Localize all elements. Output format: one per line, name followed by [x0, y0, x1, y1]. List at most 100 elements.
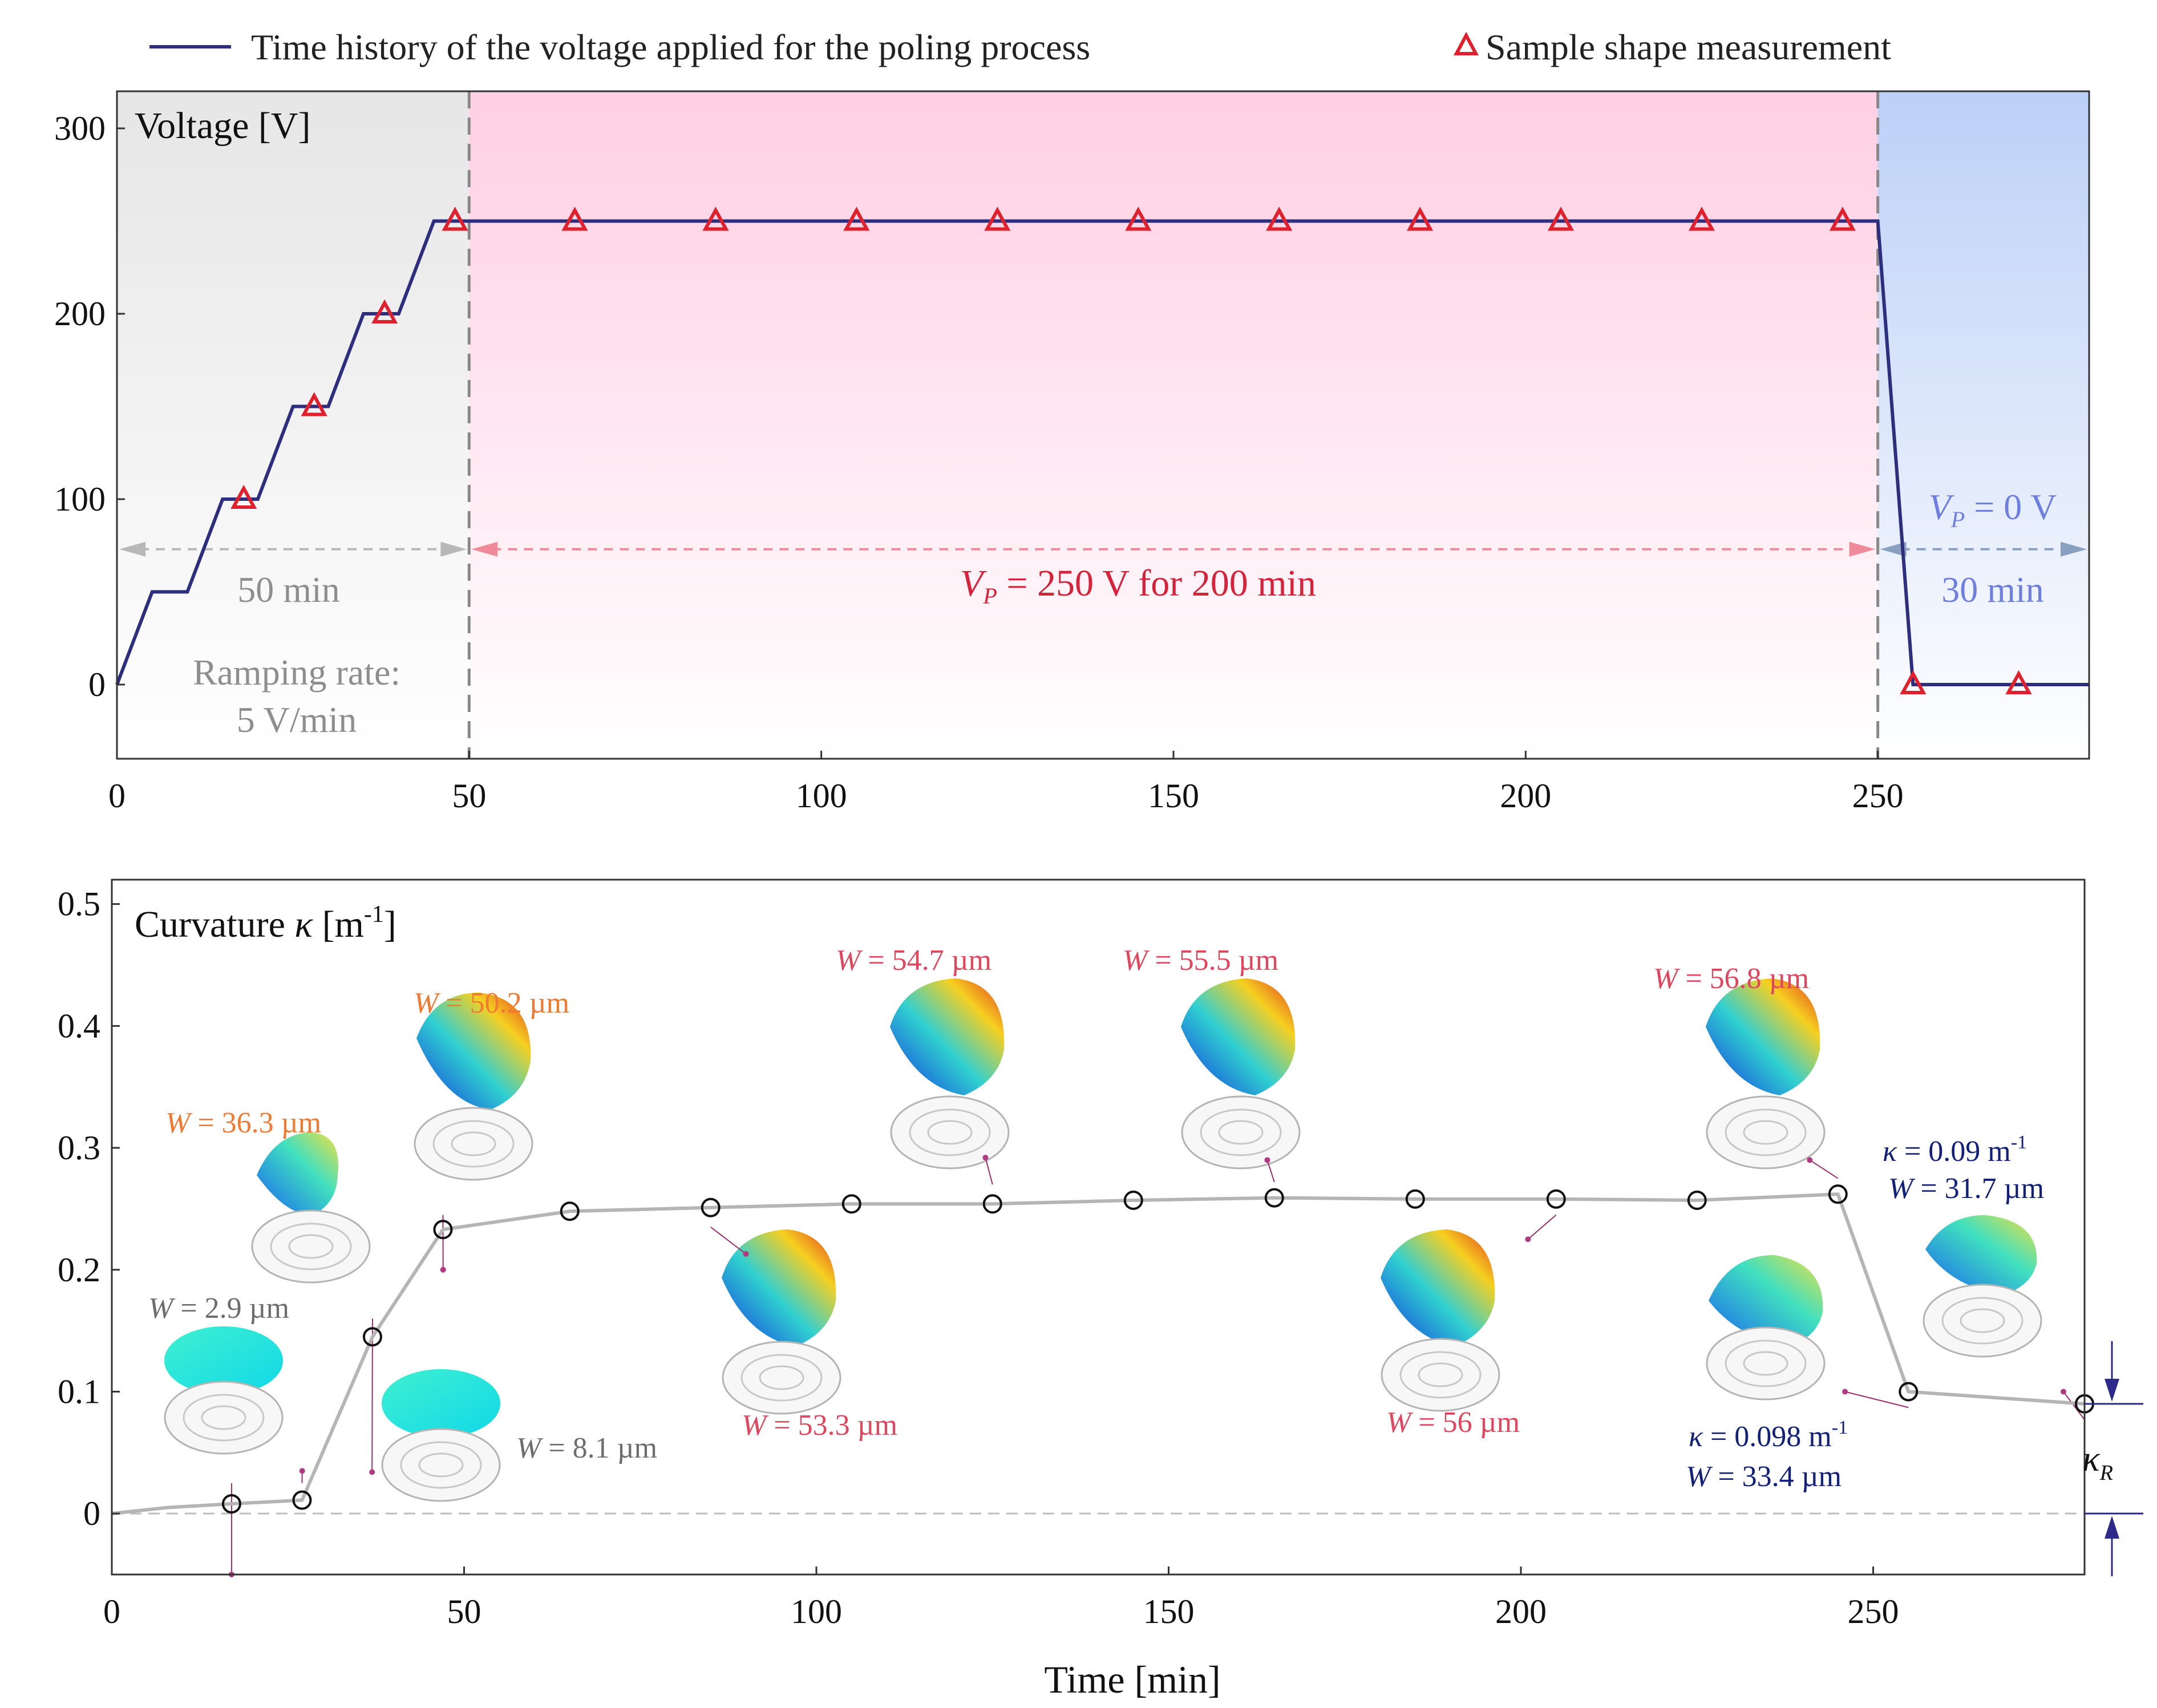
x-tick-label: 100	[791, 1593, 842, 1630]
leader-line-8	[1809, 1159, 1839, 1179]
arrow-ramping	[119, 541, 467, 557]
measurement-marker-0	[230, 484, 257, 509]
annotation-w-50-2: W = 50.2 µm	[414, 987, 569, 1019]
shape-thumbnail-flat-2	[381, 1369, 501, 1502]
shape-thumbnail-flat-1	[164, 1326, 284, 1455]
curvature-line	[111, 1192, 2085, 1516]
curvature-marker-12	[1687, 1190, 1707, 1210]
measurement-marker-1	[301, 392, 327, 416]
y-tick-label: 0.3	[58, 1129, 100, 1167]
residual-up-head	[2105, 1516, 2119, 1539]
poling-voltage-label: VP = 250 V for 200 min	[960, 562, 1316, 609]
curvature-marker-7	[982, 1194, 1002, 1214]
leader-dot-9	[1842, 1389, 1848, 1395]
shape-thumbnail-53um	[722, 1229, 841, 1415]
curvature-marker-14	[1899, 1382, 1919, 1402]
x-tick-label: 50	[447, 1593, 481, 1630]
shape-thumbnail-56um	[1381, 1229, 1500, 1412]
leader-line-4	[710, 1227, 747, 1254]
x-tick-label: 200	[1495, 1593, 1547, 1630]
y-tick-label: 0.4	[58, 1007, 100, 1045]
curvature-axis-ticks: 0 50 100 150 200 250 0 0.1 0.2 0.3 0.4 0.5	[58, 885, 1899, 1630]
shape-thumbnail-31um	[1923, 1215, 2042, 1358]
x-tick-label: 50	[452, 777, 486, 815]
arrow-poling	[471, 541, 1876, 557]
measurement-marker-2	[371, 299, 398, 323]
voltage-panel: Voltage [V] 50 min Ramping rate: 5 V/min…	[54, 90, 2090, 815]
panel-ylabel-curvature: Curvature κ [m-1]	[135, 901, 396, 945]
annotation-w-56: W = 56 µm	[1386, 1406, 1520, 1439]
duration-arrows	[119, 541, 2087, 557]
arrow-relaxation	[1880, 541, 2087, 557]
residual-curvature-indicator	[2085, 1341, 2143, 1577]
annotation-leaders	[228, 1155, 2085, 1577]
annotation-w-53-3: W = 53.3 µm	[742, 1409, 897, 1442]
curvature-series	[111, 1192, 2085, 1516]
y-tick-label: 0	[83, 1495, 100, 1532]
shape-thumbnails	[164, 978, 2042, 1502]
leader-dot-10	[2060, 1389, 2066, 1395]
annotation-kappa-0-098: κ = 0.098 m-1	[1689, 1417, 1848, 1453]
shape-measurement-markers	[230, 207, 2032, 694]
annotation-w-31-7: W = 31.7 µm	[1888, 1172, 2044, 1205]
x-tick-label: 0	[108, 777, 126, 815]
shape-thumbnail-33um	[1706, 1255, 1826, 1401]
leader-dot-3	[440, 1266, 446, 1273]
x-axis-label: Time [min]	[1044, 1658, 1220, 1701]
leader-dot-8	[1807, 1157, 1813, 1163]
measurement-marker-9	[1266, 207, 1293, 231]
leader-dot-1	[299, 1468, 305, 1474]
x-tick-label: 200	[1500, 777, 1551, 815]
leader-line-7	[1527, 1214, 1557, 1240]
leader-dot-7	[1525, 1236, 1531, 1242]
arrow-relaxation-head-right	[2061, 541, 2087, 557]
y-tick-label: 0.1	[58, 1373, 100, 1410]
arrow-ramping-head-right	[440, 541, 467, 557]
x-tick-label: 250	[1852, 777, 1904, 815]
measurement-marker-3	[442, 207, 468, 231]
curvature-marker-8	[1123, 1190, 1143, 1210]
x-tick-label: 150	[1148, 777, 1199, 815]
curvature-panel: Curvature κ [m-1] W = 2.9 µm W = 8.1 µm …	[58, 879, 2143, 1701]
relaxation-region-background	[1877, 91, 2089, 759]
panel-ylabel-voltage: Voltage [V]	[135, 105, 311, 147]
measurement-marker-13	[1829, 207, 1856, 231]
curvature-plot-frame	[111, 879, 2086, 1576]
measurement-marker-12	[1688, 207, 1715, 231]
leader-line-2	[371, 1318, 373, 1472]
relaxation-voltage-label: VP = 0 V	[1929, 487, 2057, 532]
poling-region-background	[469, 91, 1878, 759]
y-tick-label: 0	[88, 666, 106, 703]
leader-dot-4	[743, 1251, 749, 1257]
arrow-ramping-head-left	[119, 541, 145, 557]
x-tick-label: 150	[1143, 1593, 1195, 1630]
curvature-marker-3	[433, 1220, 453, 1240]
measurement-marker-11	[1547, 207, 1575, 231]
legend-line-label: Time history of the voltage applied for …	[251, 27, 1090, 67]
curvature-marker-1	[292, 1490, 312, 1510]
arrow-relaxation-head-left	[1880, 541, 1907, 557]
annotation-w-56-8: W = 56.8 µm	[1653, 962, 1809, 995]
shape-thumbnail-56-8um	[1706, 978, 1826, 1169]
legend-marker-label: Sample shape measurement	[1486, 27, 1891, 67]
curvature-marker-6	[841, 1194, 861, 1214]
region-dividers	[467, 91, 1880, 759]
shape-thumbnail-36um	[251, 1132, 371, 1284]
x-tick-label: 100	[796, 777, 847, 815]
curvature-marker-4	[560, 1201, 580, 1221]
arrow-poling-head-right	[1849, 541, 1876, 557]
legend-marker-swatch	[1454, 31, 1479, 55]
y-tick-label: 0.2	[58, 1251, 100, 1289]
annotation-w-8-1: W = 8.1 µm	[516, 1432, 657, 1464]
measurement-marker-5	[702, 207, 729, 231]
voltage-axis-ticks: 0 50 100 150 200 250 0 100 200 300	[54, 110, 1904, 815]
annotation-w-33-4: W = 33.4 µm	[1686, 1460, 1842, 1493]
measurement-marker-10	[1407, 207, 1434, 231]
measurement-marker-7	[984, 207, 1011, 231]
leader-line-6	[1266, 1160, 1275, 1183]
measurement-marker-15	[2005, 670, 2032, 694]
measurement-marker-14	[1900, 670, 1927, 694]
curvature-marker-10	[1405, 1189, 1425, 1209]
leader-line-10	[2063, 1391, 2085, 1420]
